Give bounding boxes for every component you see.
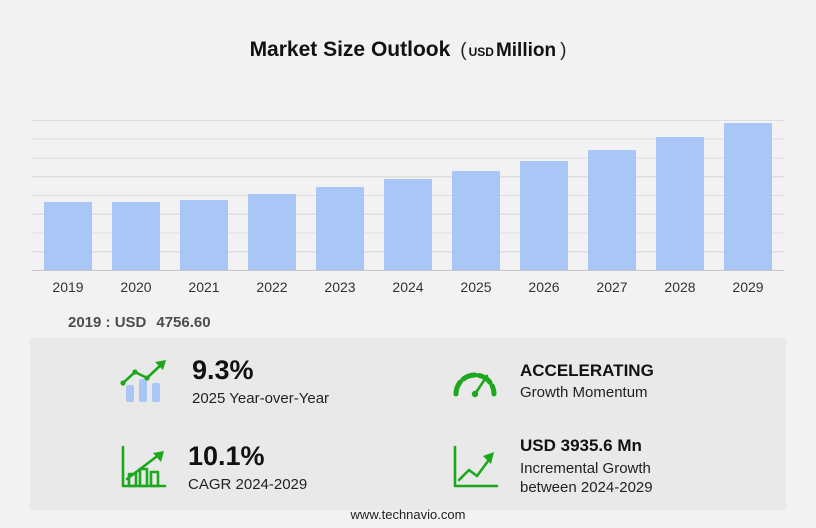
x-tick-label: 2021 [188,279,220,295]
bar-2027 [588,150,636,270]
bar-2024 [384,179,432,270]
stat-label-cagr: CAGR 2024-2029 [188,475,308,493]
x-tick-label: 2028 [664,279,696,295]
bar-group: 2029 [724,123,772,295]
stat-cagr: 10.1% CAGR 2024-2029 [30,424,408,510]
chart-growth-icon [118,443,168,491]
bar-2026 [520,161,568,270]
x-tick-label: 2025 [460,279,492,295]
bar-group: 2021 [180,200,228,295]
title-unit: Million [495,40,557,61]
stats-panel: 9.3% 2025 Year-over-Year ACCELERATING Gr… [30,338,786,510]
x-tick-label: 2019 [52,279,84,295]
bar-group: 2019 [44,202,92,295]
x-tick-label: 2023 [324,279,356,295]
x-tick-label: 2024 [392,279,424,295]
bar-group: 2022 [248,194,296,295]
bar-group: 2020 [112,202,160,295]
bar-2028 [656,137,704,270]
bar-group: 2024 [384,179,432,295]
title-currency: USD [468,45,494,59]
x-tick-label: 2027 [596,279,628,295]
bar-2022 [248,194,296,270]
plot-area: 2019 2020 2021 2022 2023 2024 2025 2026 2027 2028… [32,120,784,295]
title-paren-open: ( [460,40,467,61]
baseline-label: 2019 : USD [68,314,147,331]
stat-momentum: ACCELERATING Growth Momentum [408,338,786,424]
x-tick-label: 2022 [256,279,288,295]
bar-2023 [316,187,364,270]
footer-url: www.technavio.com [350,507,466,522]
stat-value-cagr: 10.1% [188,441,265,472]
stat-label-yoy: 2025 Year-over-Year [192,389,330,407]
bar-2020 [112,202,160,270]
speedometer-icon [450,361,500,401]
x-tick-label: 2020 [120,279,152,295]
bar-group: 2023 [316,187,364,295]
line-growth-icon [450,443,500,491]
stat-yoy: 9.3% 2025 Year-over-Year [30,338,408,424]
title-paren-close: ) [560,40,567,61]
page-title: Market Size Outlook (USD Million) [0,38,816,62]
title-main: Market Size Outlook [249,38,451,61]
stat-incremental: USD 3935.6 Mn Incremental Growth between… [408,424,786,510]
bar-2021 [180,200,228,270]
bar-chart: 2019 2020 2021 2022 2023 2024 2025 2026 2027 2028… [32,120,784,295]
bar-2019 [44,202,92,270]
baseline-value: 2019 : USD 4756.60 [68,314,211,331]
bar-group: 2026 [520,161,568,295]
stat-value-incremental: USD 3935.6 Mn [520,436,642,456]
bar-group: 2025 [452,171,500,295]
stat-label-incremental: Incremental Growth between 2024-2029 [520,459,653,497]
stat-value-momentum: ACCELERATING [520,361,654,381]
stat-label-momentum: Growth Momentum [520,383,648,401]
x-tick-label: 2026 [528,279,560,295]
x-tick-label: 2029 [732,279,764,295]
bar-2025 [452,171,500,270]
baseline-number: 4756.60 [156,314,211,331]
bar-growth-icon [118,357,172,405]
stat-value-yoy: 9.3% [192,355,254,386]
bars: 2019 2020 2021 2022 2023 2024 2025 2026 2027 2028… [32,120,784,295]
bar-group: 2027 [588,150,636,295]
bar-2029 [724,123,772,270]
bar-group: 2028 [656,137,704,295]
